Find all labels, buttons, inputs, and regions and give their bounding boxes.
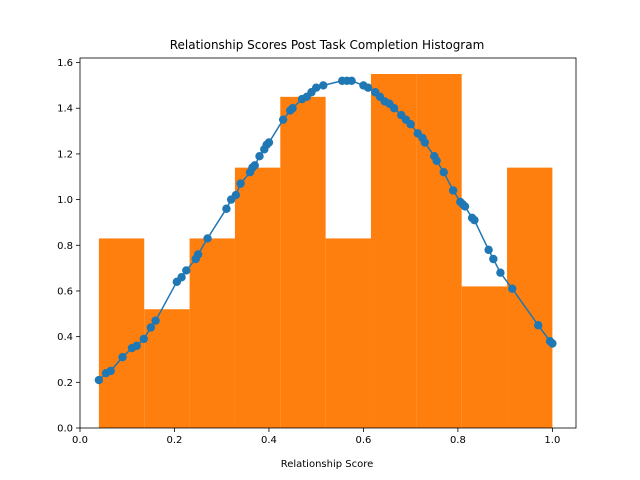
density-curve-point	[182, 266, 191, 275]
y-tick-label: 0.0	[57, 424, 73, 435]
density-curve-point	[222, 204, 231, 213]
density-curve-point	[118, 352, 127, 362]
density-curve-point	[106, 366, 115, 376]
density-curve-point	[439, 167, 448, 177]
density-curve-point	[484, 245, 493, 255]
y-tick-label: 0.4	[57, 332, 73, 343]
density-curve-point	[278, 115, 288, 124]
x-tick-label: 0.4	[261, 435, 277, 446]
density-curve-point	[389, 104, 399, 113]
histogram-bar	[98, 238, 145, 428]
density-curve-point	[548, 339, 557, 348]
histogram-bar	[189, 238, 235, 428]
histogram-bar	[370, 73, 417, 428]
density-curve-point	[151, 316, 160, 325]
density-curve-point	[470, 215, 479, 225]
density-curve-point	[255, 152, 264, 161]
y-tick-label: 1.0	[57, 195, 73, 206]
histogram-bar	[234, 167, 281, 428]
density-curve-point	[363, 83, 373, 92]
density-curve-point	[496, 268, 505, 277]
density-curve-point	[177, 273, 186, 282]
x-tick-label: 1.0	[544, 435, 560, 446]
density-curve-point	[406, 120, 415, 129]
density-curve-point	[448, 186, 458, 195]
density-curve-point	[250, 161, 259, 170]
density-curve-point	[508, 284, 517, 293]
density-curve-point	[236, 179, 245, 188]
x-axis-label: Relationship Score	[281, 459, 374, 470]
density-curve-point	[193, 250, 203, 259]
histogram-bar	[416, 73, 462, 428]
plot-area	[94, 73, 557, 429]
axes-frame	[79, 57, 577, 429]
y-tick-label: 1.6	[57, 58, 73, 69]
histogram-bar	[461, 286, 508, 428]
density-curve-point	[203, 234, 212, 243]
y-tick-label: 1.4	[57, 104, 73, 115]
histogram-bar	[280, 96, 326, 429]
density-curve-point	[460, 202, 470, 211]
density-curve-point	[347, 76, 356, 86]
histogram-bar	[325, 238, 371, 428]
density-curve-point	[139, 334, 148, 344]
chart-title: Relationship Scores Post Task Completion…	[170, 38, 485, 52]
y-tick-label: 0.6	[57, 286, 73, 297]
density-curve-point	[94, 375, 104, 385]
density-curve-point	[231, 190, 241, 200]
y-tick-label: 1.2	[57, 149, 73, 160]
histogram-bar	[507, 167, 553, 428]
density-curve-point	[288, 104, 297, 113]
density-curve-point	[432, 156, 441, 165]
density-curve-point	[132, 341, 141, 350]
x-tick-label: 0.6	[355, 435, 371, 446]
density-curve-point	[534, 321, 543, 330]
y-tick-label: 0.2	[57, 378, 73, 389]
density-curve-point	[489, 254, 498, 264]
density-curve-point	[420, 138, 430, 147]
x-tick-label: 0.2	[167, 435, 183, 446]
x-tick-label: 0.8	[450, 435, 466, 446]
y-tick-label: 0.8	[57, 241, 73, 252]
x-tick-label: 0.0	[72, 435, 88, 446]
density-curve-point	[146, 323, 156, 332]
density-curve-point	[264, 138, 274, 147]
density-curve-point	[319, 81, 328, 90]
density-curve-point	[311, 83, 321, 92]
axes: 0.0 0.2 0.4 0.6 0.8 1.0 0.0 0.2 0.4 0.6 0.8 1.0 1.2 1…	[57, 57, 577, 446]
